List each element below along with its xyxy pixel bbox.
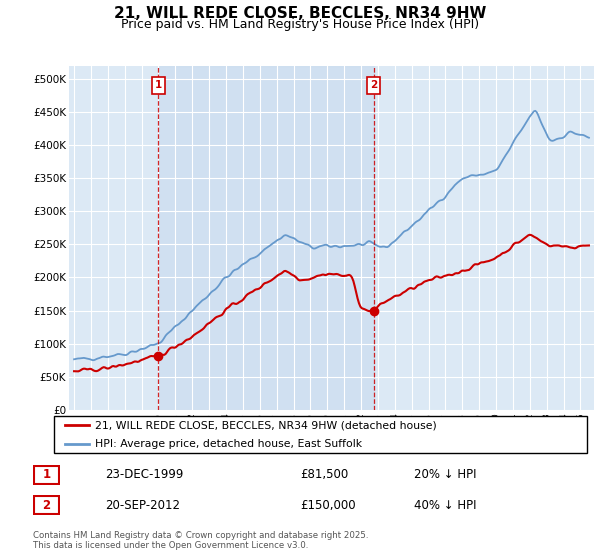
FancyBboxPatch shape (54, 416, 587, 453)
Text: 21, WILL REDE CLOSE, BECCLES, NR34 9HW (detached house): 21, WILL REDE CLOSE, BECCLES, NR34 9HW (… (95, 421, 437, 430)
Text: 20-SEP-2012: 20-SEP-2012 (105, 498, 180, 512)
Text: 2: 2 (43, 498, 50, 512)
Text: Price paid vs. HM Land Registry's House Price Index (HPI): Price paid vs. HM Land Registry's House … (121, 18, 479, 31)
Text: HPI: Average price, detached house, East Suffolk: HPI: Average price, detached house, East… (95, 439, 362, 449)
Text: 40% ↓ HPI: 40% ↓ HPI (414, 498, 476, 512)
Text: Contains HM Land Registry data © Crown copyright and database right 2025.
This d: Contains HM Land Registry data © Crown c… (33, 531, 368, 550)
Text: 23-DEC-1999: 23-DEC-1999 (105, 468, 184, 482)
FancyBboxPatch shape (34, 496, 59, 514)
Text: 1: 1 (43, 468, 50, 482)
Text: 20% ↓ HPI: 20% ↓ HPI (414, 468, 476, 482)
Bar (158, 66, 374, 410)
Text: 1: 1 (155, 81, 162, 90)
Text: £150,000: £150,000 (300, 498, 356, 512)
Text: £81,500: £81,500 (300, 468, 348, 482)
Text: 2: 2 (370, 81, 377, 90)
Text: 21, WILL REDE CLOSE, BECCLES, NR34 9HW: 21, WILL REDE CLOSE, BECCLES, NR34 9HW (114, 6, 486, 21)
FancyBboxPatch shape (34, 466, 59, 484)
